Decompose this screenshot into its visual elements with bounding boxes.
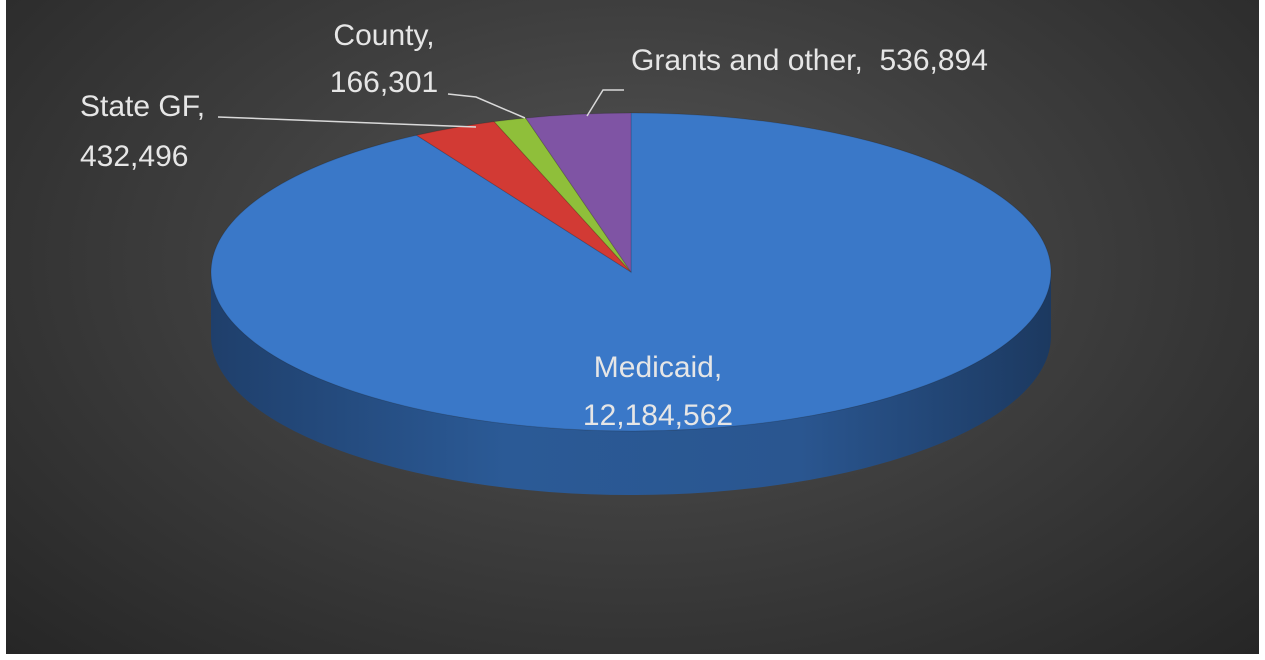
label-state-gf-line1: State GF,	[80, 90, 205, 123]
pie-slice-state-gf	[415, 121, 632, 273]
label-state-gf-line2: 432,496	[80, 140, 188, 173]
chart-background: Medicaid, 12,184,562 State GF, 432,496 C…	[6, 0, 1259, 654]
leader-line-grants-and-other	[586, 89, 624, 117]
leader-line-county	[447, 93, 526, 119]
label-grants-and-other: Grants and other, 536,894	[631, 44, 988, 77]
pie-3d-sides	[211, 272, 1051, 495]
pie-side-wall	[211, 272, 1051, 495]
pie-slice-county	[493, 117, 632, 273]
pie-slice-grants-and-other	[524, 112, 632, 274]
pie-slices	[210, 112, 1052, 432]
data-labels: Medicaid, 12,184,562 State GF, 432,496 C…	[80, 19, 988, 432]
label-county-line2: 166,301	[330, 66, 438, 99]
label-medicaid-line1: Medicaid,	[594, 351, 722, 384]
leader-line-state-gf	[217, 116, 477, 128]
pie-slice-medicaid	[210, 112, 1052, 432]
label-medicaid-line2: 12,184,562	[583, 399, 733, 432]
pie-chart: Medicaid, 12,184,562 State GF, 432,496 C…	[80, 19, 1052, 495]
leader-lines	[217, 89, 624, 128]
label-county-line1: County,	[333, 19, 434, 52]
